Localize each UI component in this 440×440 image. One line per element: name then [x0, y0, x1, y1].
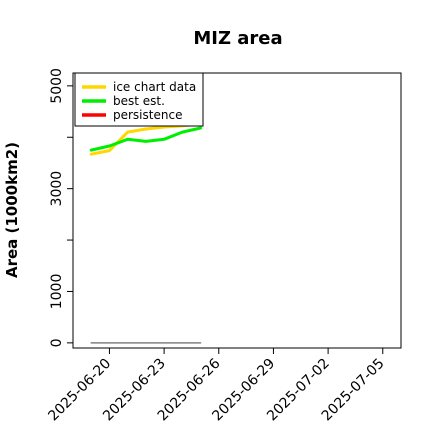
y-tick-label: 3000: [49, 171, 65, 207]
chart-title: MIZ area: [193, 28, 282, 49]
y-tick-label: 1000: [49, 274, 65, 310]
plot-frame: [72, 72, 402, 349]
series-line-0: [89, 122, 203, 156]
series-layer: [89, 122, 203, 344]
legend-label: persistence: [113, 108, 182, 122]
y-tick-label: 0: [49, 338, 65, 347]
legend-label: best est.: [113, 94, 165, 108]
series-line-1: [89, 126, 203, 152]
y-axis-label: Area (1000km2): [3, 142, 21, 278]
legend-label: ice chart data: [113, 80, 196, 94]
y-tick-label: 5000: [49, 68, 65, 104]
